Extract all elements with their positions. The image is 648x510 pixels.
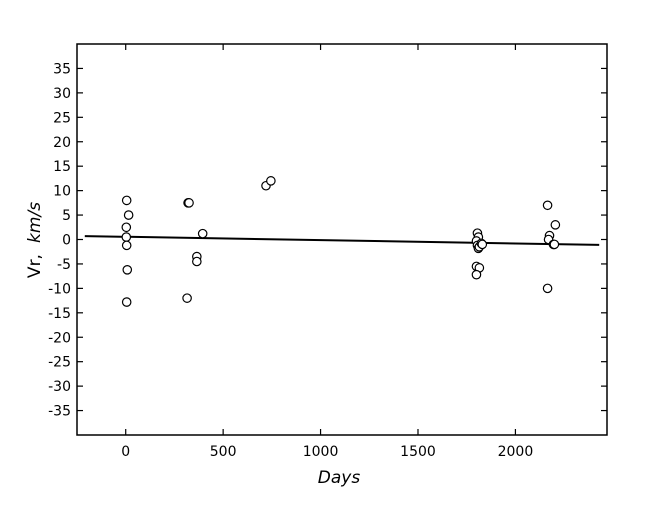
data-point <box>550 220 561 230</box>
y-tick-label: 35 <box>53 61 71 77</box>
data-point <box>123 210 134 220</box>
data-point <box>121 297 132 307</box>
y-tick-label: 20 <box>53 135 71 151</box>
y-axis-ticks: 35 30 25 20 15 10 5 0 -5 -10 -15 -20 -25 -30 -35 <box>48 61 607 420</box>
data-point <box>121 222 132 233</box>
data-point <box>182 293 192 303</box>
y-tick-label: -25 <box>48 355 71 371</box>
data-point <box>197 228 208 239</box>
y-tick-label: -15 <box>48 306 71 322</box>
y-tick-label: 30 <box>53 86 71 102</box>
x-tick-label: 2000 <box>498 444 534 460</box>
y-tick-label: 15 <box>53 159 71 175</box>
data-point <box>184 198 194 208</box>
x-axis-ticks: 0 500 1000 1500 2000 <box>121 44 533 460</box>
data-point <box>542 283 553 294</box>
y-tick-label: -10 <box>48 281 71 297</box>
data-point <box>549 239 560 250</box>
data-point <box>121 232 132 242</box>
data-point <box>121 195 132 206</box>
y-tick-label: -5 <box>57 257 71 273</box>
y-tick-label: -30 <box>48 379 71 395</box>
y-tick-label: 0 <box>62 233 71 249</box>
x-tick-label: 1500 <box>400 444 436 460</box>
data-point <box>542 200 553 211</box>
y-axis-title-main: Vr, <box>25 254 45 278</box>
x-tick-label: 500 <box>210 444 237 460</box>
data-point <box>266 176 276 186</box>
y-tick-label: -20 <box>48 330 71 346</box>
x-tick-label: 1000 <box>303 444 339 460</box>
y-tick-label: 10 <box>53 184 71 200</box>
data-point <box>122 265 133 275</box>
data-point <box>121 240 132 251</box>
x-tick-label: 0 <box>121 444 130 460</box>
trend-line <box>84 235 600 246</box>
data-layer <box>84 176 600 307</box>
y-tick-label: 5 <box>62 208 71 224</box>
y-tick-label: -35 <box>48 404 71 420</box>
y-axis-title: Vr, km/s <box>25 202 45 278</box>
x-axis-title: Days <box>318 468 361 488</box>
data-point <box>477 239 488 250</box>
data-point <box>192 256 202 267</box>
y-tick-label: 25 <box>53 110 71 126</box>
data-point <box>471 269 482 280</box>
y-axis-title-unit: km/s <box>25 202 45 243</box>
